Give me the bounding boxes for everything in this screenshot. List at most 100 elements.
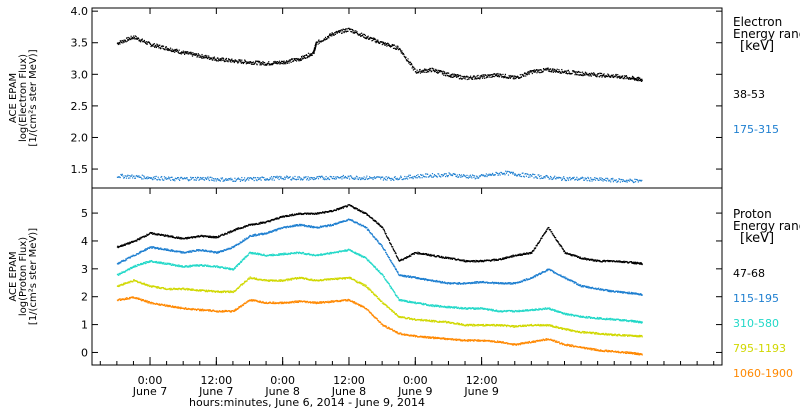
- data-point: [252, 61, 255, 63]
- data-point: [614, 179, 616, 181]
- data-point: [184, 265, 186, 267]
- data-point: [317, 212, 320, 214]
- data-point: [366, 227, 368, 229]
- data-point: [195, 236, 197, 239]
- data-point: [118, 41, 121, 44]
- data-point: [587, 73, 589, 75]
- data-point: [253, 224, 255, 226]
- data-point: [493, 260, 495, 262]
- data-point: [572, 177, 574, 179]
- data-point: [540, 272, 543, 274]
- data-point: [123, 270, 125, 273]
- data-point: [129, 177, 131, 179]
- data-point: [598, 287, 600, 289]
- data-point: [273, 62, 276, 64]
- data-point: [203, 57, 206, 59]
- data-point: [365, 213, 368, 215]
- data-point: [440, 282, 442, 284]
- data-point: [205, 178, 208, 180]
- data-point: [167, 249, 170, 251]
- data-point: [268, 64, 270, 66]
- data-point: [416, 277, 418, 279]
- data-point: [570, 254, 572, 257]
- data-point: [193, 53, 195, 55]
- data-point: [465, 259, 467, 262]
- data-point: [176, 48, 178, 50]
- data-point: [360, 35, 362, 38]
- data-point: [487, 174, 489, 176]
- data-point: [200, 178, 202, 180]
- data-point: [278, 218, 280, 220]
- data-point: [563, 277, 565, 279]
- data-point: [144, 41, 146, 43]
- data-point: [562, 71, 565, 74]
- data-point: [404, 275, 406, 277]
- data-point: [627, 292, 629, 295]
- data-point: [171, 236, 174, 239]
- data-point: [637, 78, 639, 80]
- data-point: [286, 214, 288, 217]
- data-point: [278, 60, 281, 62]
- data-point: [384, 44, 386, 46]
- data-point: [338, 177, 340, 179]
- data-point: [401, 51, 403, 54]
- data-point: [180, 176, 182, 178]
- data-point: [632, 76, 634, 78]
- data-point: [469, 176, 471, 179]
- data-point: [373, 38, 376, 41]
- data-point: [576, 283, 579, 286]
- data-point: [421, 70, 424, 72]
- data-point: [157, 248, 160, 250]
- data-point: [432, 68, 434, 70]
- data-point: [190, 53, 192, 55]
- data-point: [304, 55, 306, 57]
- data-point: [252, 63, 254, 65]
- data-point: [445, 72, 448, 74]
- data-point: [580, 177, 582, 179]
- data-point: [294, 175, 296, 178]
- data-point: [409, 275, 412, 277]
- data-point: [622, 261, 624, 264]
- data-point: [230, 59, 233, 61]
- data-point: [198, 54, 201, 56]
- data-point: [508, 74, 510, 77]
- data-point: [379, 176, 381, 178]
- data-point: [545, 230, 548, 233]
- data-point: [389, 45, 391, 47]
- data-point: [345, 28, 347, 30]
- data-point: [627, 179, 629, 181]
- data-point: [477, 77, 479, 79]
- data-point: [232, 269, 234, 271]
- data-point: [121, 272, 123, 274]
- data-point: [247, 225, 249, 227]
- data-point: [204, 177, 206, 179]
- data-point: [243, 61, 245, 64]
- data-point: [156, 179, 159, 181]
- data-point: [259, 64, 261, 66]
- data-point: [251, 223, 253, 225]
- y-tick-label: 2.0: [71, 131, 89, 144]
- data-point: [411, 65, 414, 67]
- data-point: [457, 74, 459, 76]
- data-point: [635, 178, 637, 181]
- data-point: [420, 70, 422, 72]
- data-point: [557, 240, 559, 243]
- data-point: [446, 283, 448, 285]
- data-point: [130, 267, 132, 269]
- data-point: [271, 179, 273, 181]
- data-point: [296, 178, 298, 180]
- data-point: [174, 180, 176, 182]
- data-point: [144, 235, 146, 237]
- data-point: [363, 36, 365, 39]
- data-point: [293, 225, 295, 227]
- data-point: [386, 177, 389, 179]
- data-point: [281, 178, 283, 180]
- data-point: [626, 292, 628, 294]
- data-point: [154, 46, 156, 49]
- data-point: [525, 75, 527, 77]
- data-point: [155, 233, 157, 235]
- data-point: [328, 224, 330, 226]
- data-point: [254, 235, 256, 237]
- data-point: [180, 236, 182, 239]
- data-point: [590, 177, 592, 179]
